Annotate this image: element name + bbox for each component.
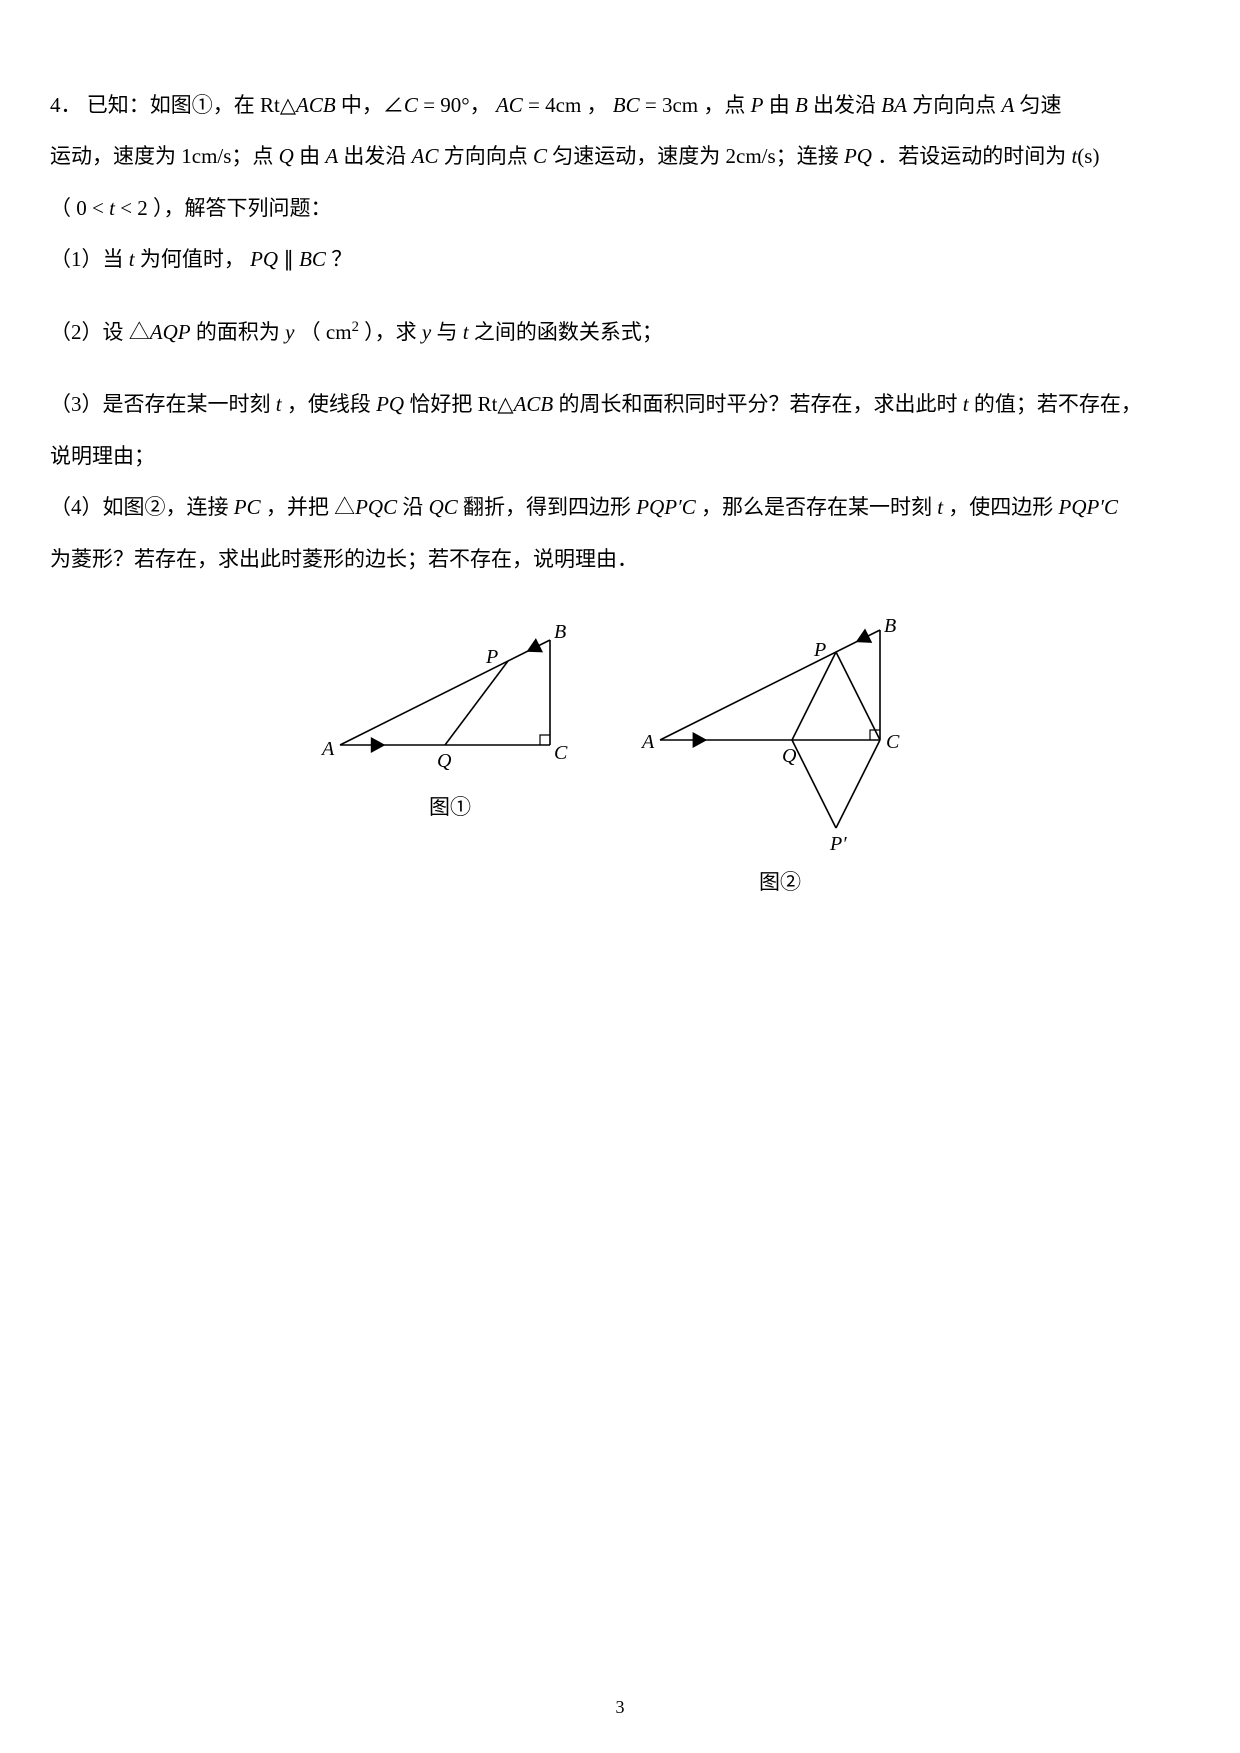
svg-text:A: A [640, 731, 655, 753]
spacer-2 [50, 358, 1190, 379]
figure-1-svg: A C B P Q [320, 610, 580, 780]
figure-2-label: 图② [640, 866, 920, 896]
question-3-line1: （3）是否存在某一时刻 t ，使线段 PQ 恰好把 Rt△ACB 的周长和面积同… [50, 379, 1190, 430]
page-number: 3 [0, 1697, 1240, 1718]
svg-text:B: B [884, 615, 896, 637]
question-4-line2: 为菱形？若存在，求出此时菱形的边长；若不存在，说明理由． [50, 534, 1190, 585]
page: 4． 已知：如图①，在 Rt△ACB 中，∠C = 90°， AC = 4cm … [0, 0, 1240, 1753]
problem-text: 4． 已知：如图①，在 Rt△ACB 中，∠C = 90°， AC = 4cm … [50, 80, 1190, 585]
figure-1-label: 图① [320, 791, 580, 821]
svg-text:P: P [813, 639, 826, 661]
spacer-1 [50, 286, 1190, 307]
question-4-line1: （4）如图②，连接 PC ，并把 △PQC 沿 QC 翻折，得到四边形 PQP′… [50, 482, 1190, 533]
question-1: （1）当 t 为何值时， PQ ∥ BC ？ [50, 234, 1190, 285]
svg-text:C: C [554, 742, 568, 764]
svg-text:Q: Q [782, 745, 797, 767]
question-3-line2: 说明理由； [50, 431, 1190, 482]
svg-text:Q: Q [437, 750, 452, 772]
question-2: （2）设 △AQP 的面积为 y （ cm2 ），求 y 与 t 之间的函数关系… [50, 307, 1190, 358]
figure-1-block: A C B P Q 图① [320, 610, 580, 896]
svg-text:P: P [485, 646, 498, 668]
svg-text:A: A [320, 738, 335, 760]
svg-text:B: B [554, 621, 566, 643]
figures-row: A C B P Q 图① A C B P Q P′ 图② [50, 610, 1190, 896]
line-1: 4． 已知：如图①，在 Rt△ACB 中，∠C = 90°， AC = 4cm … [50, 80, 1190, 131]
svg-text:P′: P′ [829, 833, 847, 855]
line-2: 运动，速度为 1cm/s；点 Q 由 A 出发沿 AC 方向向点 C 匀速运动，… [50, 131, 1190, 182]
line-3: （ 0 < t < 2 ），解答下列问题： [50, 183, 1190, 234]
figure-2-svg: A C B P Q P′ [640, 610, 920, 855]
prob-number: 4． [50, 93, 82, 117]
sq-exponent: 2 [352, 319, 359, 335]
svg-text:C: C [886, 731, 900, 753]
figure-2-block: A C B P Q P′ 图② [640, 610, 920, 896]
